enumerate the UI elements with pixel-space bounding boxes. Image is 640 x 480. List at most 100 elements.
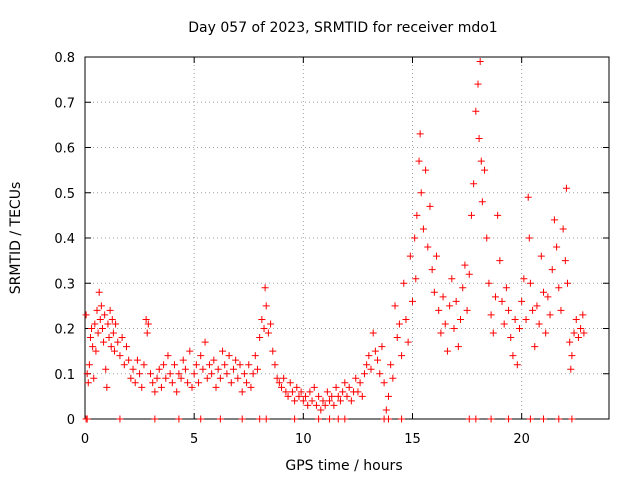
data-point — [382, 406, 390, 414]
data-point — [367, 365, 375, 373]
data-point — [433, 252, 441, 260]
data-point — [308, 397, 316, 405]
data-point-zero — [555, 415, 563, 423]
data-point — [520, 275, 528, 283]
data-point — [302, 392, 310, 400]
data-point — [317, 406, 325, 414]
data-point — [481, 166, 489, 174]
data-point-zero — [398, 415, 406, 423]
data-point — [104, 320, 112, 328]
data-point — [101, 311, 109, 319]
data-point — [363, 361, 371, 369]
data-point — [92, 347, 100, 355]
data-point — [402, 315, 410, 323]
data-point — [513, 361, 521, 369]
data-point — [352, 374, 360, 382]
data-point — [341, 379, 349, 387]
data-point — [426, 202, 434, 210]
data-point — [186, 347, 194, 355]
data-point — [470, 180, 478, 188]
data-point — [261, 284, 269, 292]
data-point — [232, 356, 240, 364]
data-point — [212, 383, 220, 391]
data-point — [472, 107, 480, 115]
data-point — [181, 365, 189, 373]
data-point — [358, 392, 366, 400]
data-point — [94, 329, 102, 337]
data-point — [282, 388, 290, 396]
data-point — [173, 388, 181, 396]
data-point — [219, 347, 227, 355]
data-point — [140, 361, 148, 369]
data-point — [336, 397, 344, 405]
data-point — [496, 257, 504, 265]
data-point — [555, 284, 563, 292]
data-point — [435, 306, 443, 314]
data-point — [195, 379, 203, 387]
data-point — [365, 352, 373, 360]
data-point — [171, 361, 179, 369]
data-point — [251, 352, 259, 360]
data-point — [548, 266, 556, 274]
data-point — [91, 320, 99, 328]
data-point — [151, 388, 159, 396]
data-point-zero — [151, 415, 159, 423]
data-point — [238, 388, 246, 396]
data-point — [110, 347, 118, 355]
data-point — [535, 320, 543, 328]
data-point — [531, 343, 539, 351]
data-point — [304, 401, 312, 409]
data-point — [542, 329, 550, 337]
data-point — [96, 315, 104, 323]
data-point — [524, 193, 532, 201]
data-point — [100, 338, 108, 346]
data-point — [413, 211, 421, 219]
data-point — [143, 329, 151, 337]
data-point — [89, 343, 97, 351]
x-axis-label: GPS time / hours — [285, 458, 402, 474]
data-point — [199, 365, 207, 373]
data-point — [544, 293, 552, 301]
data-point — [500, 320, 508, 328]
data-point — [253, 365, 261, 373]
data-point — [478, 198, 486, 206]
data-point — [321, 401, 329, 409]
y-tick-label: 0.1 — [54, 368, 75, 383]
data-point — [216, 374, 224, 382]
data-point — [568, 352, 576, 360]
data-point — [525, 234, 533, 242]
data-point — [120, 361, 128, 369]
data-point — [125, 356, 133, 364]
data-point — [417, 189, 425, 197]
data-point — [112, 320, 120, 328]
data-point-zero — [505, 415, 513, 423]
data-point — [221, 361, 229, 369]
data-point — [374, 356, 382, 364]
data-point — [487, 311, 495, 319]
data-point — [529, 306, 537, 314]
data-point — [323, 388, 331, 396]
data-point — [428, 266, 436, 274]
data-point — [247, 383, 255, 391]
data-point — [376, 370, 384, 378]
data-point-zero — [197, 415, 205, 423]
data-point — [291, 397, 299, 405]
data-point — [162, 374, 170, 382]
data-point — [566, 338, 574, 346]
data-point — [269, 347, 277, 355]
data-point — [518, 297, 526, 305]
data-point — [489, 329, 497, 337]
data-point — [86, 334, 94, 342]
data-point — [550, 216, 558, 224]
data-point — [326, 397, 334, 405]
data-point — [412, 275, 420, 283]
data-point — [93, 306, 101, 314]
data-point — [463, 306, 471, 314]
data-point — [553, 243, 561, 251]
data-point — [507, 334, 515, 342]
data-point — [114, 338, 122, 346]
data-point — [149, 379, 157, 387]
data-point — [404, 338, 412, 346]
data-point — [477, 157, 485, 165]
data-point — [360, 370, 368, 378]
